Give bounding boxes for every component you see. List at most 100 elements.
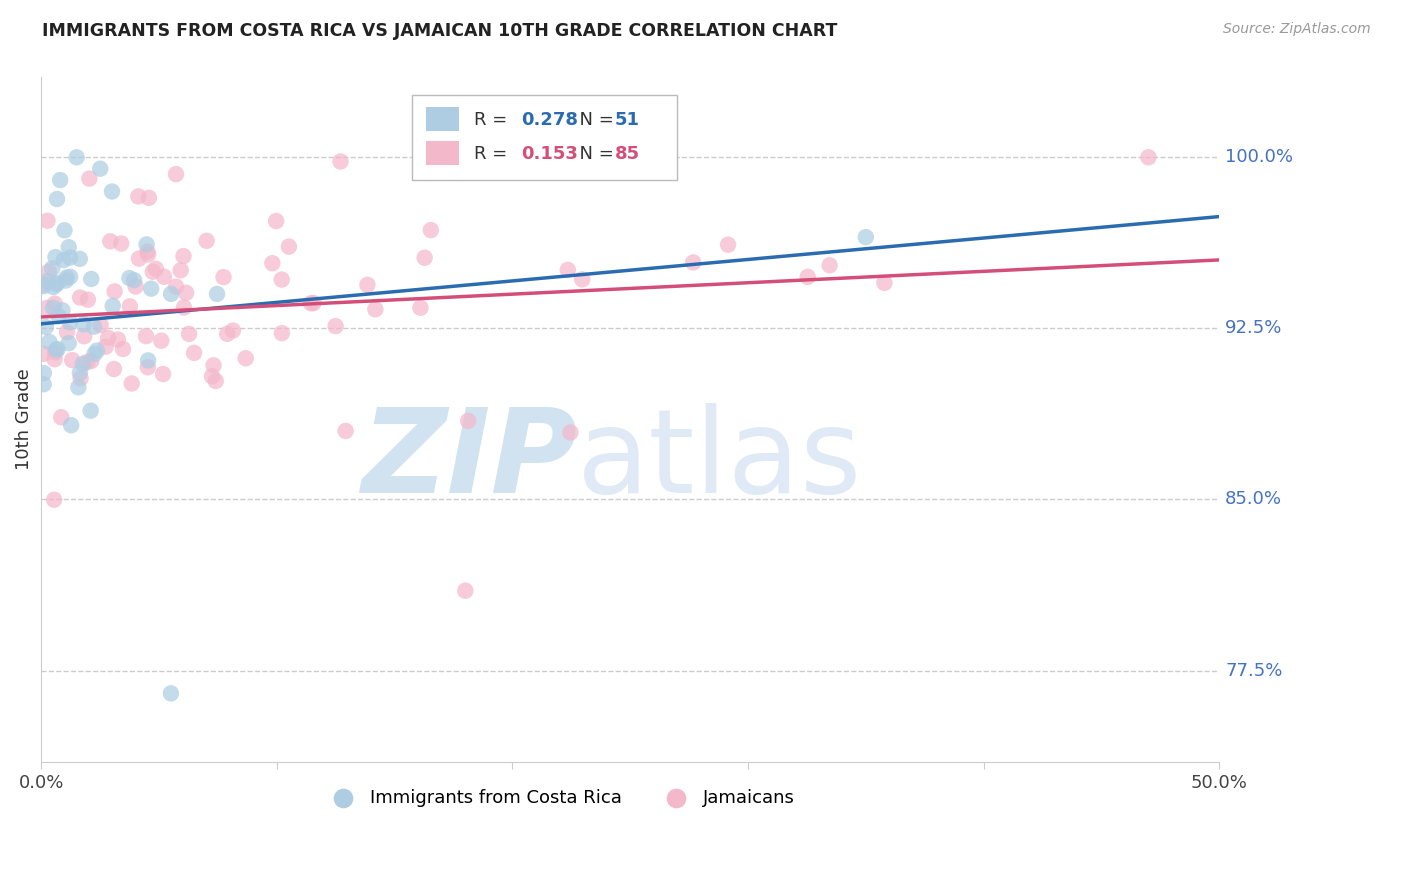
Point — [69, 366, 91, 380]
Point — [32, 347, 55, 361]
Point — [201, 369, 224, 384]
Text: atlas: atlas — [578, 403, 863, 518]
Point — [141, 282, 163, 296]
Point — [42, 280, 65, 294]
Point — [135, 329, 157, 343]
Point — [122, 273, 145, 287]
Text: ZIP: ZIP — [361, 403, 578, 518]
Point — [32, 279, 55, 293]
Point — [44, 296, 66, 310]
Text: 100.0%: 100.0% — [1225, 148, 1294, 166]
Point — [124, 279, 146, 293]
Point — [262, 256, 284, 270]
Point — [173, 249, 195, 263]
Point — [160, 286, 183, 301]
Point — [46, 342, 69, 356]
Point — [302, 296, 325, 310]
Point — [103, 362, 125, 376]
Point — [335, 424, 357, 438]
Point — [796, 269, 818, 284]
Point — [67, 380, 90, 394]
Text: 85: 85 — [614, 145, 640, 163]
Point — [53, 223, 76, 237]
Point — [59, 315, 82, 329]
FancyBboxPatch shape — [426, 107, 460, 131]
Point — [136, 360, 159, 375]
Point — [217, 326, 239, 341]
Point — [51, 410, 73, 425]
Point — [118, 299, 141, 313]
Text: 92.5%: 92.5% — [1225, 319, 1282, 337]
Point — [364, 302, 387, 317]
Point — [76, 355, 98, 369]
Point — [111, 342, 134, 356]
Text: Source: ZipAtlas.com: Source: ZipAtlas.com — [1223, 22, 1371, 37]
Point — [150, 334, 173, 348]
Legend: Immigrants from Costa Rica, Jamaicans: Immigrants from Costa Rica, Jamaicans — [318, 782, 801, 814]
FancyBboxPatch shape — [412, 95, 678, 180]
Point — [170, 263, 193, 277]
Point — [264, 214, 287, 228]
Point — [38, 265, 60, 279]
Point — [45, 343, 67, 357]
Point — [173, 301, 195, 315]
Point — [83, 319, 105, 334]
Point — [89, 161, 111, 176]
Point — [204, 374, 226, 388]
Point — [46, 192, 69, 206]
Point — [205, 287, 228, 301]
Point — [59, 251, 82, 265]
Point — [873, 276, 896, 290]
Point — [38, 334, 60, 349]
Point — [717, 237, 740, 252]
Text: R =: R = — [474, 145, 513, 163]
Point — [49, 173, 72, 187]
Y-axis label: 10th Grade: 10th Grade — [15, 368, 32, 470]
Point — [222, 324, 245, 338]
Point — [69, 252, 91, 266]
Point — [409, 301, 432, 315]
Point — [44, 492, 66, 507]
Point — [299, 296, 322, 310]
Point — [37, 274, 59, 288]
Point — [97, 331, 120, 345]
Point — [44, 250, 66, 264]
Point — [59, 269, 82, 284]
Point — [48, 309, 70, 323]
Point — [202, 359, 225, 373]
Text: 0.278: 0.278 — [520, 111, 578, 128]
Point — [32, 277, 55, 292]
Point — [104, 285, 127, 299]
Point — [174, 285, 197, 300]
Point — [79, 171, 101, 186]
Text: R =: R = — [474, 111, 513, 128]
Point — [45, 276, 67, 290]
Point — [41, 261, 63, 276]
Point — [277, 239, 299, 253]
Point — [56, 325, 79, 339]
Point — [86, 343, 108, 358]
Point — [72, 357, 94, 371]
Point — [118, 271, 141, 285]
Point — [52, 253, 75, 268]
Point — [127, 189, 149, 203]
Point — [35, 301, 58, 315]
Point — [121, 376, 143, 391]
Point — [60, 353, 83, 368]
Point — [1137, 150, 1160, 164]
Point — [145, 261, 167, 276]
Point — [80, 354, 103, 368]
Point — [79, 403, 101, 417]
Point — [235, 351, 257, 366]
FancyBboxPatch shape — [426, 141, 460, 165]
Point — [101, 185, 124, 199]
Point — [32, 377, 55, 392]
Point — [94, 340, 117, 354]
Point — [101, 299, 124, 313]
Point — [136, 247, 159, 261]
Text: N =: N = — [568, 111, 619, 128]
Point — [58, 240, 80, 254]
Text: 85.0%: 85.0% — [1225, 491, 1282, 508]
Point — [45, 277, 67, 292]
Point — [270, 326, 292, 340]
